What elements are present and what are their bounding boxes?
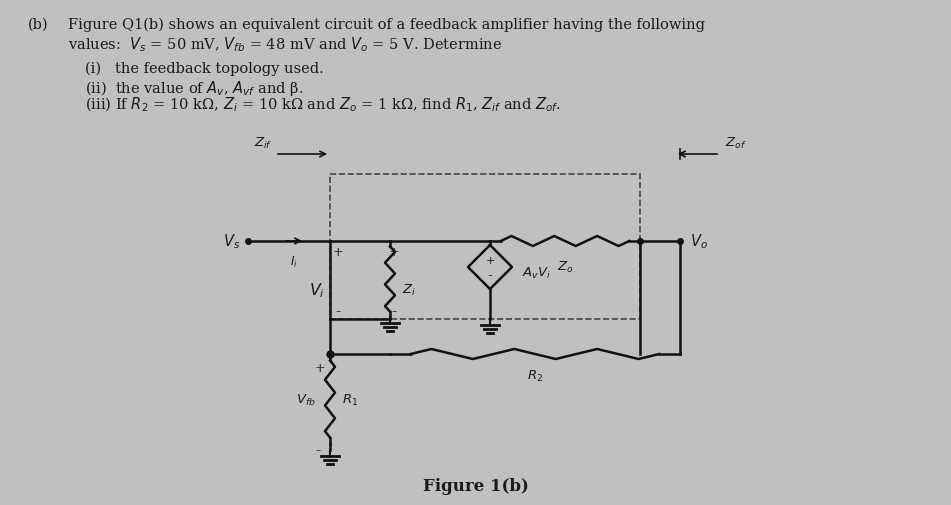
Text: $Z_o$: $Z_o$ <box>556 260 573 275</box>
Text: $V_s$: $V_s$ <box>223 232 240 251</box>
Text: $Z_i$: $Z_i$ <box>402 282 416 297</box>
Text: -: - <box>336 305 340 318</box>
Text: $Z_{if}$: $Z_{if}$ <box>254 135 272 150</box>
Text: -: - <box>488 269 493 282</box>
Text: -: - <box>316 443 320 457</box>
Text: $R_2$: $R_2$ <box>527 368 543 383</box>
Text: $V_i$: $V_i$ <box>309 281 325 300</box>
Text: (i)   the feedback topology used.: (i) the feedback topology used. <box>85 62 323 76</box>
Text: +: + <box>315 362 325 375</box>
Text: Figure 1(b): Figure 1(b) <box>423 477 529 494</box>
Bar <box>330 175 640 319</box>
Text: Figure Q1(b) shows an equivalent circuit of a feedback amplifier having the foll: Figure Q1(b) shows an equivalent circuit… <box>68 18 705 32</box>
Text: $R_1$: $R_1$ <box>342 392 359 407</box>
Text: values:  $V_s$ = 50 mV, $V_{fb}$ = 48 mV and $V_o$ = 5 V. Determine: values: $V_s$ = 50 mV, $V_{fb}$ = 48 mV … <box>68 35 502 54</box>
Text: $Z_{of}$: $Z_{of}$ <box>725 135 747 150</box>
Text: +: + <box>389 245 399 258</box>
Text: (b): (b) <box>28 18 49 32</box>
Text: $I_i$: $I_i$ <box>290 255 298 270</box>
Text: +: + <box>485 256 495 266</box>
Text: $A_v V_i$: $A_v V_i$ <box>522 265 552 280</box>
Text: (ii)  the value of $A_v$, $A_{vf}$ and β.: (ii) the value of $A_v$, $A_{vf}$ and β. <box>85 79 303 98</box>
Text: $V_{fb}$: $V_{fb}$ <box>296 392 316 407</box>
Text: $V_o$: $V_o$ <box>690 232 708 251</box>
Text: (iii) If $R_2$ = 10 kΩ, $Z_i$ = 10 kΩ and $Z_o$ = 1 kΩ, find $R_1$, $Z_{if}$ and: (iii) If $R_2$ = 10 kΩ, $Z_i$ = 10 kΩ an… <box>85 96 561 114</box>
Text: +: + <box>333 245 343 258</box>
Text: -: - <box>392 305 397 318</box>
